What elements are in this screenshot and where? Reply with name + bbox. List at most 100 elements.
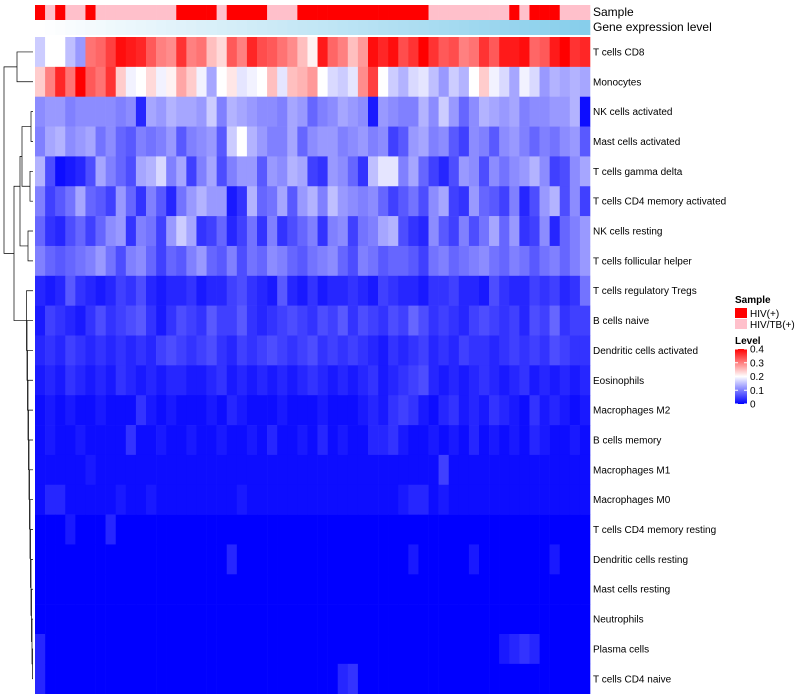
heatmap-cell (135, 454, 147, 486)
sample-cell (45, 5, 56, 20)
heatmap-cell (418, 275, 429, 306)
heatmap-cell (398, 335, 409, 366)
heatmap-cell (438, 245, 450, 277)
heatmap-cell (186, 96, 197, 127)
heatmap-cell (65, 574, 76, 605)
heatmap-cell (135, 156, 147, 187)
heatmap-cell (115, 156, 127, 187)
heatmap-cell (569, 514, 581, 545)
heatmap-cell (458, 156, 470, 187)
heatmap-cell (357, 275, 369, 306)
heatmap-cell (549, 454, 561, 486)
heatmap-cell (166, 454, 177, 486)
heatmap-cell (287, 275, 298, 306)
heatmap-cell (196, 604, 207, 635)
heatmap-cell (186, 216, 197, 247)
heatmap-cell (559, 663, 571, 694)
heatmap-cell (549, 544, 561, 575)
heatmap-cell (317, 514, 328, 545)
heatmap-cell (317, 275, 328, 306)
heatmap-cell (65, 663, 76, 694)
heatmap-cell (357, 544, 369, 575)
heatmap-cell (196, 663, 207, 694)
heatmap-cell (337, 514, 349, 545)
heatmap-cell (206, 305, 217, 336)
heatmap-cell (458, 37, 470, 68)
heatmap-cell (549, 245, 561, 277)
heatmap-cell (277, 156, 288, 187)
heatmap-cell (307, 37, 318, 68)
heatmap-cell (458, 365, 470, 396)
sample-cell (398, 5, 409, 20)
heatmap-cell (55, 544, 66, 575)
row-label: Dendritic cells resting (593, 555, 688, 566)
heatmap-cell (297, 186, 308, 217)
heatmap-cell (267, 454, 278, 486)
heatmap-cell (529, 574, 540, 605)
sample-cell (267, 5, 278, 20)
heatmap-cell (257, 216, 268, 247)
heatmap-cell (297, 275, 308, 306)
sample-cell (378, 5, 389, 20)
heatmap-cell (307, 395, 318, 426)
heatmap-cell (75, 544, 86, 575)
heatmap-cell (85, 634, 96, 665)
heatmap-cell (166, 216, 177, 247)
heatmap-cell (368, 514, 379, 545)
heatmap-cell (257, 365, 268, 396)
heatmap-cell (529, 245, 540, 277)
heatmap-cell (186, 66, 197, 97)
heatmap-cell (468, 604, 480, 635)
heatmap-cell (579, 663, 591, 694)
heatmap-cell (408, 335, 419, 366)
heatmap-cell (206, 454, 217, 486)
heatmap-cell (357, 604, 369, 635)
heatmap-cell (307, 574, 318, 605)
heatmap-cell (297, 245, 308, 277)
heatmap-cell (327, 425, 339, 456)
heatmap-cell (176, 663, 187, 694)
expression-cell (146, 20, 157, 35)
heatmap-cell (257, 96, 268, 127)
heatmap-cell (115, 186, 127, 217)
heatmap-cell (75, 514, 86, 545)
row-dendrogram (3, 51, 33, 680)
heatmap-cell (388, 634, 399, 665)
heatmap-cell (579, 216, 591, 247)
heatmap-cell (287, 484, 298, 515)
heatmap-cell (166, 484, 177, 515)
heatmap-cell (569, 544, 581, 575)
heatmap-cell (166, 425, 177, 456)
heatmap-cell (559, 335, 571, 366)
expression-cell (529, 20, 540, 35)
heatmap-cell (267, 275, 278, 306)
heatmap-cell (519, 126, 530, 157)
heatmap-cell (146, 335, 157, 366)
legend-tick-label: 0.1 (750, 386, 764, 397)
heatmap-cell (489, 126, 500, 157)
row-label: T cells CD4 memory resting (593, 525, 716, 536)
heatmap-cell (105, 574, 117, 605)
expression-cell (378, 20, 389, 35)
sample-cell (559, 5, 571, 20)
heatmap-cell (135, 126, 147, 157)
heatmap-cell (368, 663, 379, 694)
heatmap-cell (277, 335, 288, 366)
heatmap-cell (146, 216, 157, 247)
heatmap-cell (166, 544, 177, 575)
heatmap-cell (146, 634, 157, 665)
heatmap-cell (489, 275, 500, 306)
heatmap-cell (489, 216, 500, 247)
heatmap-cell (176, 126, 187, 157)
dendrogram-link (3, 66, 17, 254)
expression-cell (246, 20, 258, 35)
heatmap-cell (337, 454, 349, 486)
row-label: T cells CD4 memory activated (593, 197, 726, 208)
heatmap-cell (166, 574, 177, 605)
expression-cell (438, 20, 450, 35)
expression-cell (368, 20, 379, 35)
row-label: T cells regulatory Tregs (593, 286, 697, 297)
heatmap-cell (408, 275, 419, 306)
heatmap-cell (45, 574, 56, 605)
heatmap-cell (236, 425, 248, 456)
